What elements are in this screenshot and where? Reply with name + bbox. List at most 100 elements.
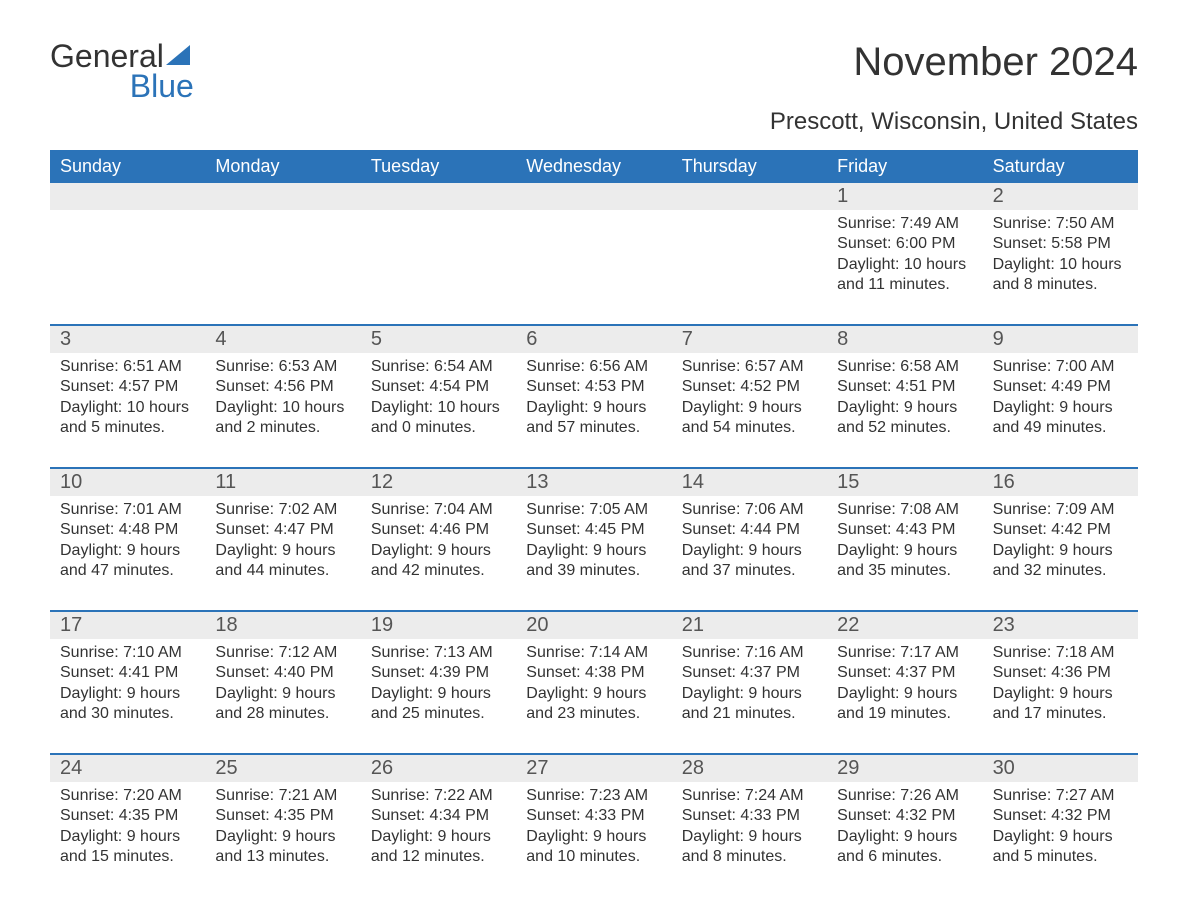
day-cell: Sunrise: 6:54 AMSunset: 4:54 PMDaylight:… (361, 353, 516, 449)
week-row: 24252627282930Sunrise: 7:20 AMSunset: 4:… (50, 753, 1138, 878)
sunset-text: Sunset: 4:36 PM (993, 663, 1128, 683)
title-block: November 2024 (853, 40, 1138, 84)
day-cell: Sunrise: 7:13 AMSunset: 4:39 PMDaylight:… (361, 639, 516, 735)
sunrise-text: Sunrise: 7:08 AM (837, 500, 972, 520)
daylight-text: Daylight: 9 hours and 13 minutes. (215, 827, 350, 868)
daylight-text: Daylight: 9 hours and 54 minutes. (682, 398, 817, 439)
day-cell: Sunrise: 7:12 AMSunset: 4:40 PMDaylight:… (205, 639, 360, 735)
day-cell: Sunrise: 7:10 AMSunset: 4:41 PMDaylight:… (50, 639, 205, 735)
sunrise-text: Sunrise: 7:02 AM (215, 500, 350, 520)
sunset-text: Sunset: 4:44 PM (682, 520, 817, 540)
sunrise-text: Sunrise: 7:50 AM (993, 214, 1128, 234)
day-number: 8 (827, 326, 982, 353)
daylight-text: Daylight: 9 hours and 8 minutes. (682, 827, 817, 868)
day-number (672, 183, 827, 210)
day-cell: Sunrise: 7:02 AMSunset: 4:47 PMDaylight:… (205, 496, 360, 592)
sunrise-text: Sunrise: 7:26 AM (837, 786, 972, 806)
daynum-band: 17181920212223 (50, 612, 1138, 639)
sunrise-text: Sunrise: 7:20 AM (60, 786, 195, 806)
day-number: 22 (827, 612, 982, 639)
day-cell: Sunrise: 7:14 AMSunset: 4:38 PMDaylight:… (516, 639, 671, 735)
logo-word2: Blue (50, 70, 194, 102)
sunrise-text: Sunrise: 7:22 AM (371, 786, 506, 806)
daylight-text: Daylight: 9 hours and 23 minutes. (526, 684, 661, 725)
sunset-text: Sunset: 4:33 PM (526, 806, 661, 826)
daylight-text: Daylight: 9 hours and 57 minutes. (526, 398, 661, 439)
day-cell: Sunrise: 7:06 AMSunset: 4:44 PMDaylight:… (672, 496, 827, 592)
sunrise-text: Sunrise: 7:49 AM (837, 214, 972, 234)
day-cell: Sunrise: 7:22 AMSunset: 4:34 PMDaylight:… (361, 782, 516, 878)
sunset-text: Sunset: 4:34 PM (371, 806, 506, 826)
day-cell (361, 210, 516, 306)
day-number: 25 (205, 755, 360, 782)
sunrise-text: Sunrise: 7:14 AM (526, 643, 661, 663)
daylight-text: Daylight: 9 hours and 15 minutes. (60, 827, 195, 868)
sunset-text: Sunset: 4:37 PM (682, 663, 817, 683)
sunrise-text: Sunrise: 7:18 AM (993, 643, 1128, 663)
sunset-text: Sunset: 4:46 PM (371, 520, 506, 540)
sunset-text: Sunset: 4:43 PM (837, 520, 972, 540)
daylight-text: Daylight: 9 hours and 6 minutes. (837, 827, 972, 868)
dow-cell: Thursday (672, 150, 827, 183)
daylight-text: Daylight: 10 hours and 2 minutes. (215, 398, 350, 439)
day-cell: Sunrise: 7:09 AMSunset: 4:42 PMDaylight:… (983, 496, 1138, 592)
calendar: SundayMondayTuesdayWednesdayThursdayFrid… (50, 150, 1138, 878)
day-cell (516, 210, 671, 306)
day-number: 17 (50, 612, 205, 639)
daylight-text: Daylight: 9 hours and 44 minutes. (215, 541, 350, 582)
daylight-text: Daylight: 9 hours and 47 minutes. (60, 541, 195, 582)
day-cell: Sunrise: 7:26 AMSunset: 4:32 PMDaylight:… (827, 782, 982, 878)
day-number: 28 (672, 755, 827, 782)
day-number: 16 (983, 469, 1138, 496)
daynum-band: 12 (50, 183, 1138, 210)
day-cell: Sunrise: 7:20 AMSunset: 4:35 PMDaylight:… (50, 782, 205, 878)
daylight-text: Daylight: 9 hours and 39 minutes. (526, 541, 661, 582)
dow-cell: Friday (827, 150, 982, 183)
day-number: 29 (827, 755, 982, 782)
day-number: 6 (516, 326, 671, 353)
day-number (205, 183, 360, 210)
day-cell: Sunrise: 6:53 AMSunset: 4:56 PMDaylight:… (205, 353, 360, 449)
day-number: 1 (827, 183, 982, 210)
daylight-text: Daylight: 9 hours and 5 minutes. (993, 827, 1128, 868)
page-title: November 2024 (853, 40, 1138, 84)
daylight-text: Daylight: 10 hours and 8 minutes. (993, 255, 1128, 296)
daylight-text: Daylight: 10 hours and 0 minutes. (371, 398, 506, 439)
logo-text: General Blue (50, 40, 194, 102)
day-cell: Sunrise: 7:49 AMSunset: 6:00 PMDaylight:… (827, 210, 982, 306)
day-number: 21 (672, 612, 827, 639)
day-cell (672, 210, 827, 306)
day-cell (205, 210, 360, 306)
day-number: 19 (361, 612, 516, 639)
day-cell: Sunrise: 7:00 AMSunset: 4:49 PMDaylight:… (983, 353, 1138, 449)
day-number: 12 (361, 469, 516, 496)
day-cell: Sunrise: 7:01 AMSunset: 4:48 PMDaylight:… (50, 496, 205, 592)
sunrise-text: Sunrise: 6:57 AM (682, 357, 817, 377)
sunset-text: Sunset: 4:54 PM (371, 377, 506, 397)
daynum-band: 3456789 (50, 326, 1138, 353)
sunrise-text: Sunrise: 6:54 AM (371, 357, 506, 377)
sunrise-text: Sunrise: 7:13 AM (371, 643, 506, 663)
dow-cell: Saturday (983, 150, 1138, 183)
day-cell: Sunrise: 7:27 AMSunset: 4:32 PMDaylight:… (983, 782, 1138, 878)
sunrise-text: Sunrise: 7:04 AM (371, 500, 506, 520)
day-number: 26 (361, 755, 516, 782)
day-cell: Sunrise: 7:50 AMSunset: 5:58 PMDaylight:… (983, 210, 1138, 306)
week-row: 10111213141516Sunrise: 7:01 AMSunset: 4:… (50, 467, 1138, 592)
week-row: 3456789Sunrise: 6:51 AMSunset: 4:57 PMDa… (50, 324, 1138, 449)
daylight-text: Daylight: 10 hours and 11 minutes. (837, 255, 972, 296)
day-cell: Sunrise: 7:24 AMSunset: 4:33 PMDaylight:… (672, 782, 827, 878)
day-number: 15 (827, 469, 982, 496)
day-number (516, 183, 671, 210)
logo: General Blue (50, 40, 194, 102)
header: General Blue November 2024 (50, 40, 1138, 102)
page-subtitle: Prescott, Wisconsin, United States (50, 108, 1138, 136)
day-cell: Sunrise: 7:04 AMSunset: 4:46 PMDaylight:… (361, 496, 516, 592)
daylight-text: Daylight: 9 hours and 25 minutes. (371, 684, 506, 725)
week-row: 12Sunrise: 7:49 AMSunset: 6:00 PMDayligh… (50, 183, 1138, 306)
sunset-text: Sunset: 4:41 PM (60, 663, 195, 683)
sunset-text: Sunset: 4:45 PM (526, 520, 661, 540)
sunset-text: Sunset: 4:35 PM (60, 806, 195, 826)
daynum-band: 10111213141516 (50, 469, 1138, 496)
sunset-text: Sunset: 4:53 PM (526, 377, 661, 397)
